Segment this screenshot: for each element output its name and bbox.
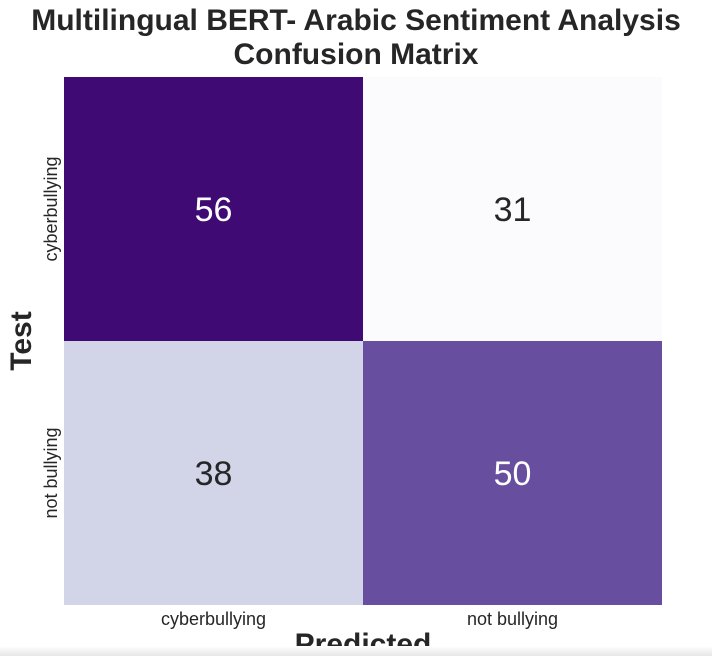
heatmap-cell-value: 38 [195,455,233,493]
chart-title: Multilingual BERT- Arabic Sentiment Anal… [0,4,712,72]
y-tick-labels: cyberbullying not bullying [41,156,61,518]
heatmap-cell [363,77,662,341]
heatmap-cell-value: 31 [494,191,532,229]
x-axis-label: Predicted [295,628,432,646]
heatmap-cell [363,341,662,605]
chart-title-line-1: Multilingual BERT- Arabic Sentiment Anal… [31,4,681,37]
y-tick-label: cyberbullying [41,156,61,261]
x-tick-label: cyberbullying [161,609,266,629]
heatmap-cell-value: 50 [494,455,532,493]
heatmap-cell [64,77,363,341]
x-tick-label: not bullying [467,609,558,629]
heatmap-cells [64,77,662,605]
y-tick-label: not bullying [41,427,61,518]
heatmap-cell [64,341,363,605]
chart-title-line-2: Confusion Matrix [233,38,479,71]
bottom-edge-shadow [0,646,712,656]
y-axis-label: Test [5,311,38,370]
x-tick-labels: cyberbullying not bullying [161,609,558,629]
heatmap-cell-labels: 56 31 38 50 [195,191,532,493]
heatmap-cell-value: 56 [195,191,233,229]
